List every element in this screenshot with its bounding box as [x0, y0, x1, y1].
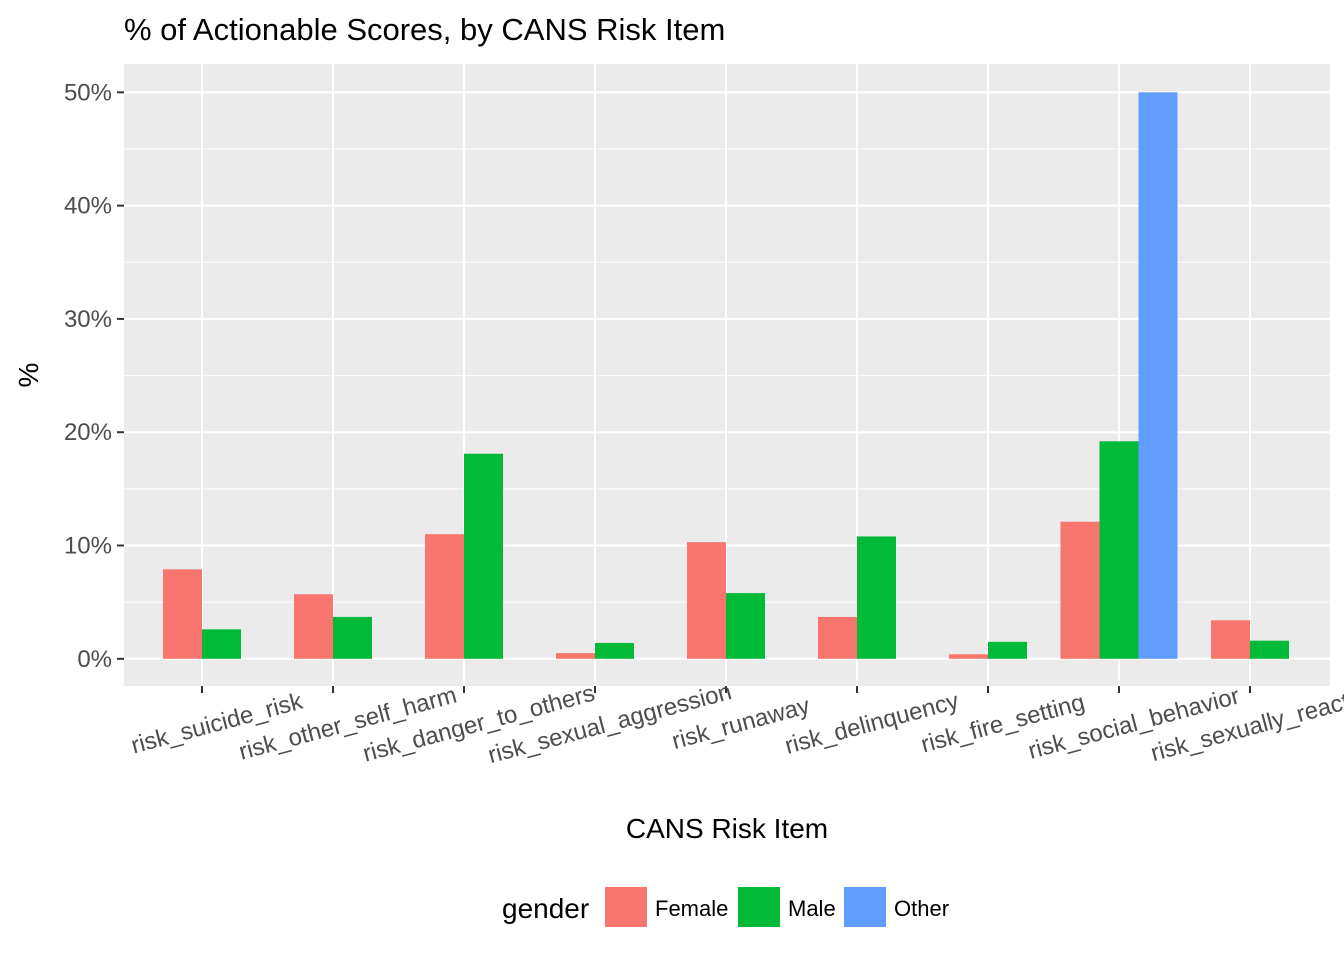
x-axis: risk_suicide_riskrisk_other_self_harmris… — [128, 678, 1344, 769]
legend-label-other: Other — [894, 896, 949, 921]
bar-female-risk_sexually_reactive — [1211, 620, 1250, 659]
y-tick-label: 40% — [64, 193, 112, 220]
y-axis: 0% 10% 20% 30% 40% 50% — [64, 79, 124, 673]
legend-key-male — [738, 887, 780, 927]
bar-male-risk_runaway — [726, 593, 765, 659]
bar-male-risk_danger_to_others — [464, 453, 503, 659]
y-tick-label: 0% — [77, 646, 112, 673]
bar-male-risk_fire_setting — [988, 641, 1027, 659]
y-tick-label: 10% — [64, 533, 112, 560]
bar-male-risk_sexually_reactive — [1250, 640, 1289, 659]
bar-male-risk_delinquency — [857, 536, 896, 659]
bar-female-risk_fire_setting — [949, 654, 988, 659]
legend-key-other — [844, 887, 886, 927]
legend: gender Female Male Other — [502, 887, 949, 927]
bars — [163, 92, 1289, 659]
bar-male-risk_social_behavior — [1099, 441, 1139, 659]
y-axis-title: % — [13, 363, 44, 388]
bar-female-risk_sexual_aggression — [556, 653, 595, 659]
bar-female-risk_social_behavior — [1060, 521, 1100, 659]
bar-male-risk_suicide_risk — [202, 629, 241, 659]
legend-label-female: Female — [655, 896, 728, 921]
y-tick-label: 20% — [64, 419, 112, 446]
legend-label-male: Male — [788, 896, 836, 921]
grid-lines — [124, 64, 1330, 686]
y-tick-label: 30% — [64, 306, 112, 333]
chart-title: % of Actionable Scores, by CANS Risk Ite… — [124, 12, 725, 47]
bar-female-risk_other_self_harm — [294, 594, 333, 659]
bar-female-risk_danger_to_others — [425, 534, 464, 659]
bar-female-risk_delinquency — [818, 616, 857, 659]
bar-female-risk_suicide_risk — [163, 569, 202, 659]
bar-male-risk_sexual_aggression — [595, 642, 634, 659]
legend-key-female — [605, 887, 647, 927]
bar-female-risk_runaway — [687, 542, 726, 659]
bar-other-risk_social_behavior — [1138, 92, 1178, 659]
x-axis-title: CANS Risk Item — [626, 813, 828, 844]
y-tick-label: 50% — [64, 79, 112, 106]
legend-title: gender — [502, 893, 589, 924]
bar-male-risk_other_self_harm — [333, 616, 372, 659]
